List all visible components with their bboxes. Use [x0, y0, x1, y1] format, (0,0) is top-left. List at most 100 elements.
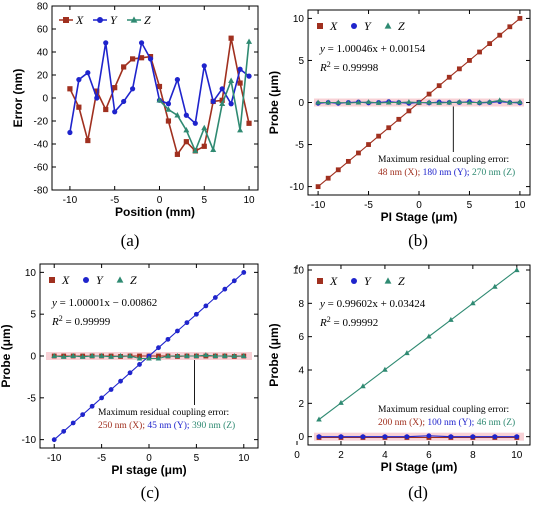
data-point	[61, 428, 67, 434]
data-point	[228, 35, 234, 41]
data-point	[360, 434, 366, 440]
data-point	[338, 399, 344, 405]
data-point	[117, 353, 124, 358]
data-point	[201, 63, 207, 69]
data-point	[127, 370, 133, 376]
data-point	[210, 146, 217, 152]
data-point	[165, 101, 172, 107]
data-point	[507, 24, 513, 30]
y-tick-label: -60	[34, 163, 49, 174]
r-squared: R2 = 0.99999	[51, 314, 111, 329]
data-point	[70, 353, 76, 358]
data-point	[237, 80, 243, 86]
y-tick-label: -5	[27, 393, 36, 404]
y-tick-label: -10	[22, 435, 37, 446]
data-point	[94, 95, 100, 101]
data-point	[222, 353, 228, 358]
x-tick-label: 5	[467, 200, 473, 211]
data-point	[85, 70, 91, 76]
data-point	[315, 184, 321, 190]
y-tick-label: 5	[30, 310, 36, 321]
y-axis-title: Probe (μm)	[267, 323, 281, 386]
data-point	[456, 66, 462, 72]
series-z	[156, 38, 253, 154]
panel-b: -10 -5 0 5 10 -10 -5 0 5 10 PI Stage (μm) Probe (μm…	[267, 9, 531, 250]
data-point	[174, 112, 181, 118]
y-tick-label: 2	[298, 399, 304, 410]
data-point	[112, 109, 118, 115]
y-tick-label: 60	[37, 25, 49, 36]
legend-label-z: Z	[398, 19, 405, 33]
x-tick-label: 10	[238, 453, 250, 464]
note-values: 200 nm (X); 100 nm (Y); 46 nm (Z)	[378, 417, 515, 428]
data-point	[241, 270, 247, 275]
y-axis-title: Probe (μm)	[0, 324, 13, 387]
y-tick-label: 8	[298, 299, 304, 310]
data-point	[184, 353, 190, 358]
data-point	[396, 116, 402, 122]
data-point	[210, 98, 216, 105]
data-point	[486, 99, 493, 105]
data-point	[365, 99, 372, 105]
data-point	[335, 99, 342, 105]
data-point	[89, 403, 95, 409]
data-point	[382, 434, 388, 440]
legend-marker-y	[351, 23, 357, 29]
r-squared: R2 = 0.99992	[319, 315, 378, 330]
data-point	[212, 295, 218, 300]
panel-c: -10 -5 0 5 10 -10 -5 0 5 10 PI stage (μm) Probe (μm…	[0, 263, 259, 502]
data-point	[183, 139, 189, 145]
data-point	[228, 101, 234, 107]
legend-marker-z	[116, 276, 124, 283]
x-tick-label: 10	[514, 200, 526, 211]
fit-equation: y = 1.00046x + 0.00154	[319, 43, 426, 55]
x-tick-label: 0	[294, 450, 300, 461]
data-point	[436, 83, 442, 89]
x-tick-label: -5	[364, 200, 373, 211]
data-point	[448, 434, 454, 440]
data-point	[396, 99, 402, 105]
x-axis-title: PI Stage (μm)	[381, 460, 458, 474]
data-point	[477, 49, 482, 55]
data-point	[467, 58, 472, 63]
note-title: Maximum residual coupling error:	[98, 408, 229, 418]
data-point	[103, 40, 109, 46]
y-tick-label: 10	[293, 266, 305, 277]
data-point	[246, 120, 252, 126]
series-z	[316, 267, 520, 422]
legend-label-z: Z	[398, 274, 405, 288]
series-line	[318, 269, 518, 420]
data-point	[193, 353, 200, 358]
data-point	[325, 99, 331, 105]
fit-equation: y = 1.00001x − 0.00862	[51, 297, 157, 309]
x-tick-label: -10	[311, 200, 326, 211]
data-point	[212, 353, 219, 358]
data-point	[219, 97, 225, 103]
note-values: 250 nm (X); 45 nm (Y); 390 nm (Z)	[98, 420, 235, 431]
data-point	[345, 99, 352, 105]
data-point	[165, 353, 171, 358]
data-point	[130, 86, 136, 92]
legend-label-y: Y	[96, 273, 104, 287]
data-point	[426, 433, 432, 439]
data-point	[496, 97, 503, 103]
data-point	[94, 88, 100, 94]
data-point	[79, 353, 86, 359]
data-point	[406, 108, 412, 114]
legend-marker-x	[317, 278, 323, 284]
y-tick-label: 10	[293, 14, 305, 25]
data-point	[360, 383, 366, 389]
data-point	[138, 40, 145, 46]
data-point	[155, 355, 162, 361]
note-values: 48 nm (X); 180 nm (Y); 270 nm (Z)	[378, 167, 515, 178]
y-tick-label: 5	[298, 56, 304, 67]
x-tick-label: 10	[243, 195, 255, 206]
data-point	[507, 99, 513, 105]
data-point	[147, 56, 154, 62]
data-point	[382, 366, 388, 372]
data-point	[156, 83, 163, 90]
data-point	[246, 38, 253, 44]
data-point	[121, 64, 127, 70]
x-axis-title: Position (mm)	[115, 205, 195, 219]
